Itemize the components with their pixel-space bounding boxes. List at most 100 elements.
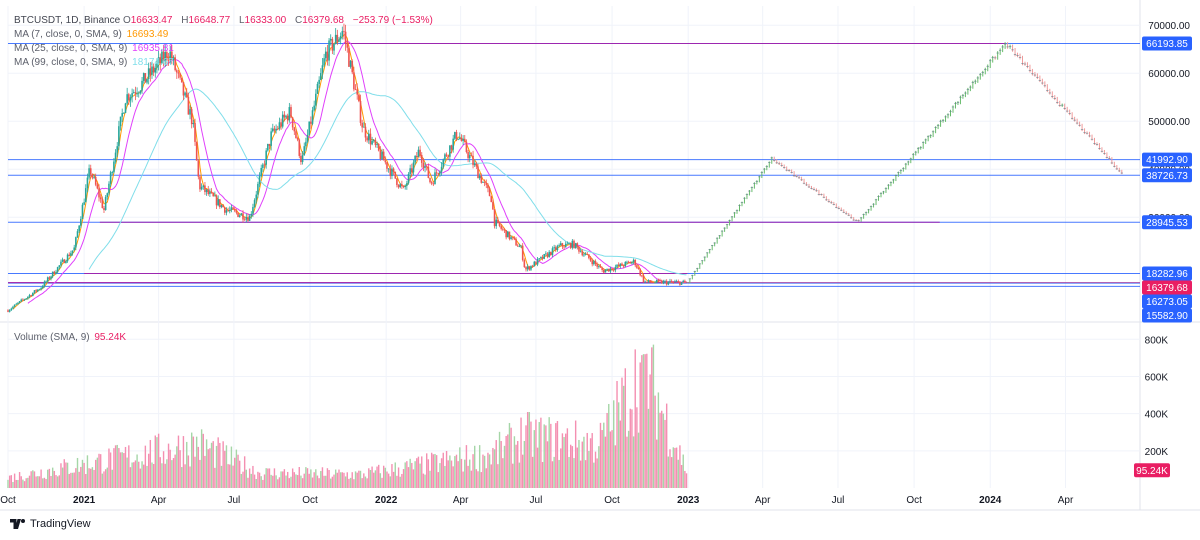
candle-body (291, 117, 294, 128)
volume-bar (195, 436, 198, 488)
volume-bar (334, 469, 337, 488)
volume-bar (452, 466, 454, 488)
volume-bar (430, 452, 433, 488)
candle-body (639, 268, 641, 276)
volume-bar (290, 476, 292, 488)
candle-body (233, 209, 236, 211)
volume-bar (371, 466, 373, 488)
volume-bar (23, 481, 26, 488)
candle-body (649, 280, 651, 283)
candle-body (454, 132, 456, 139)
x-tick-label: 2023 (677, 495, 700, 506)
candle-body (468, 155, 471, 159)
symbol-row: BTCUSDT, 1D, Binance O16633.47 H16648.77… (14, 14, 439, 28)
volume-bar (485, 468, 487, 488)
candle-body (237, 212, 239, 217)
volume-bar (358, 470, 360, 488)
volume-bar (502, 458, 504, 488)
candle-body (612, 269, 615, 271)
candle-body (569, 243, 572, 248)
ma25-row[interactable]: MA (25, close, 0, SMA, 9) 16935.81 (14, 42, 439, 56)
volume-bar (503, 445, 506, 488)
candle-body (417, 149, 420, 158)
volume-bar (229, 464, 231, 488)
candle-body (124, 103, 127, 113)
candle-body (227, 210, 229, 212)
volume-bar (80, 466, 82, 488)
volume-legend[interactable]: Volume (SMA, 9) 95.24K (14, 331, 126, 345)
volume-bar (389, 476, 391, 488)
candle-body (8, 310, 11, 312)
candle-body (513, 237, 516, 240)
price-badge-label: 16273.05 (1146, 297, 1188, 308)
volume-bar (295, 474, 297, 488)
volume-bar (121, 452, 123, 488)
volume-bar (670, 457, 673, 488)
candle-body (401, 184, 403, 187)
candle-body (637, 267, 640, 269)
volume-bar (354, 471, 357, 488)
candle-body (147, 68, 150, 79)
candle-body (353, 72, 355, 90)
candle-body (589, 258, 592, 261)
candle-body (179, 73, 181, 78)
candle-body (83, 202, 85, 205)
candle-body (286, 115, 289, 121)
candle-body (606, 268, 608, 271)
candle-body (336, 34, 339, 42)
candle-body (51, 271, 54, 277)
volume-bar (507, 434, 509, 488)
candle-body (96, 184, 99, 189)
volume-bar (432, 454, 435, 488)
candle-body (444, 154, 446, 160)
volume-bar (442, 452, 444, 488)
candle-body (271, 128, 274, 132)
volume-bar (91, 467, 94, 488)
candle-body (212, 192, 215, 197)
candle-body (185, 92, 188, 97)
candle-body (56, 267, 59, 273)
candle-body (520, 245, 522, 247)
candle-body (546, 253, 549, 258)
candle-body (281, 114, 284, 127)
x-tick-label: Oct (906, 495, 922, 506)
tradingview-branding[interactable]: TradingView (10, 518, 91, 530)
volume-bar (308, 473, 310, 488)
x-tick-label: 2024 (979, 495, 1002, 506)
volume-bar (291, 468, 294, 488)
price-badge (1142, 266, 1192, 281)
volume-bar (606, 412, 608, 488)
candle-body (502, 228, 504, 230)
volume-bar (157, 433, 160, 488)
candle-body (434, 172, 436, 185)
candle-body (363, 126, 365, 128)
volume-bar (440, 458, 443, 488)
volume-bar (614, 445, 617, 488)
candle-body (470, 155, 473, 156)
candle-body (205, 189, 208, 193)
candle-body (141, 80, 143, 91)
volume-bar (376, 466, 378, 488)
candle-body (525, 267, 527, 270)
candle-body (180, 77, 183, 83)
candle-body (626, 261, 628, 263)
volume-bar (95, 459, 97, 488)
volume-bar (119, 452, 122, 488)
volume-bar (571, 446, 574, 488)
volume-bar (474, 445, 476, 488)
volume-bar (217, 437, 219, 488)
volume-bar (682, 454, 684, 488)
candle-body (235, 210, 238, 213)
volume-bar (588, 450, 590, 488)
ma7-row[interactable]: MA (7, close, 0, SMA, 9) 16693.49 (14, 28, 439, 42)
volume-bar (156, 437, 158, 488)
volume-bar (669, 449, 671, 488)
volume-bar (282, 471, 284, 488)
ma99-row[interactable]: MA (99, close, 0, SMA, 9) 18174.67 (14, 56, 439, 70)
volume-bar (492, 447, 494, 488)
candle-body (190, 109, 193, 125)
volume-bar (252, 465, 254, 488)
volume-bar (521, 454, 524, 488)
candle-body (195, 141, 198, 161)
